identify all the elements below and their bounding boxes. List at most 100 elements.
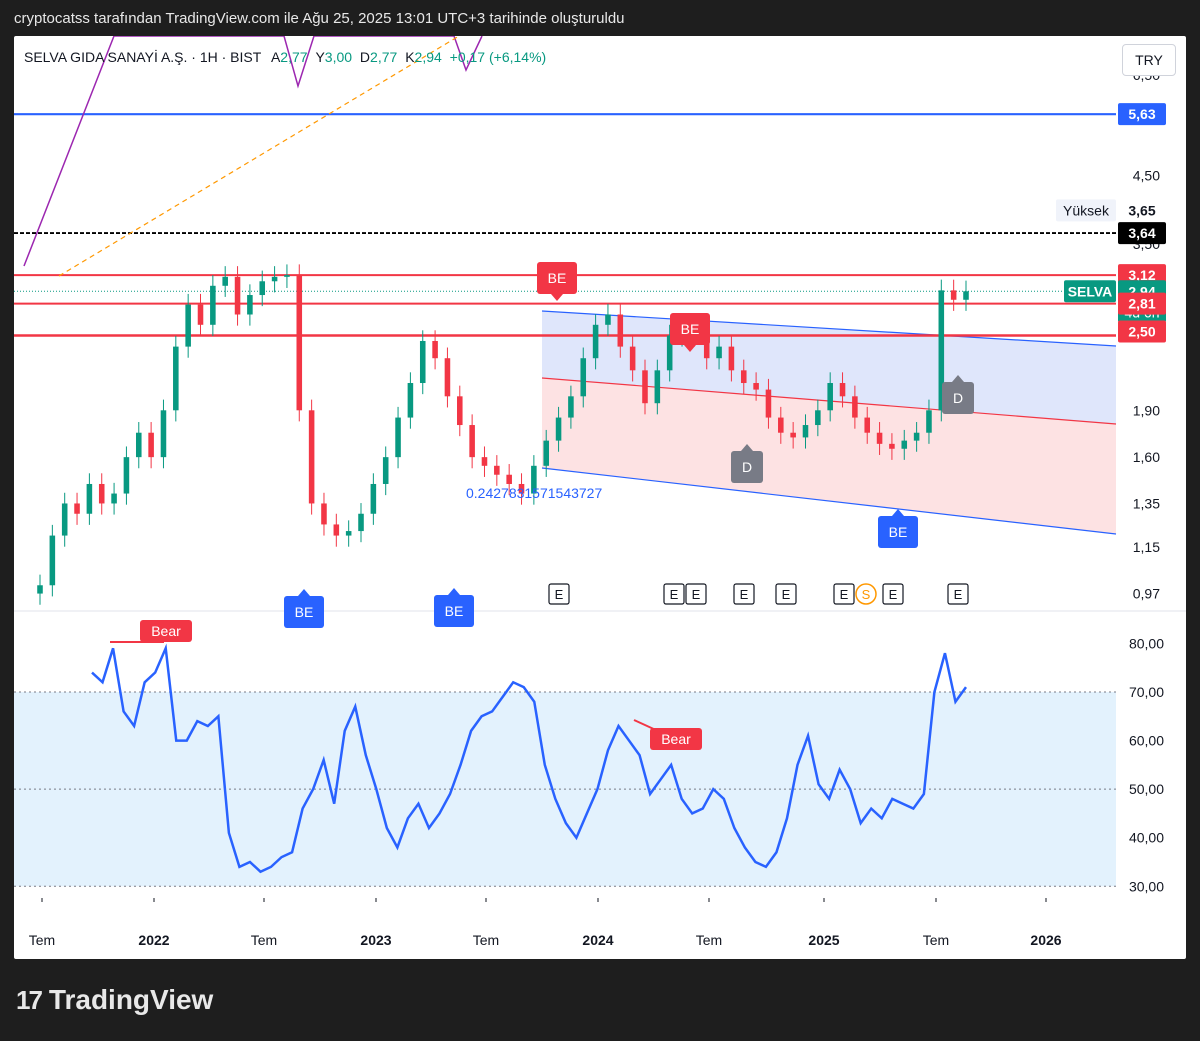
- signal-label-text: BE: [548, 270, 567, 286]
- trend-dashed-line: [58, 36, 460, 277]
- candle-body: [247, 295, 253, 315]
- candle-body: [49, 535, 56, 586]
- signal-label-text: BE: [889, 524, 908, 540]
- candle-body: [395, 417, 401, 458]
- price-axis-tick: 0,97: [1133, 586, 1160, 602]
- price-axis-tick: 1,15: [1133, 539, 1160, 555]
- signal-label-bg: [284, 596, 324, 628]
- signal-label-bg: [942, 382, 974, 414]
- price-label-prefix-bg: [1056, 199, 1116, 222]
- rsi-axis-tick: 40,00: [1129, 830, 1164, 846]
- channel-ratio-label: 0.2427831571543727: [466, 485, 602, 501]
- price-axis-tick: 1,60: [1133, 449, 1160, 465]
- event-marker-bg: [663, 583, 685, 605]
- candle-body: [123, 457, 130, 494]
- signal-label-bg: [670, 313, 710, 345]
- price-axis-tick: 1,35: [1133, 495, 1160, 511]
- candle-body: [308, 410, 315, 504]
- signal-label-text: D: [742, 459, 752, 475]
- event-marker-bg: [548, 583, 570, 605]
- candle-body: [481, 457, 488, 466]
- candle-body: [271, 276, 278, 282]
- candle-body: [222, 276, 228, 286]
- low-value: 2,77: [370, 49, 398, 65]
- candle-body: [864, 417, 871, 433]
- currency-button[interactable]: TRY: [1122, 44, 1176, 76]
- candle-body: [839, 383, 846, 397]
- event-marker-bg: [833, 583, 855, 605]
- candle-body: [728, 346, 735, 371]
- candle-body: [370, 483, 377, 514]
- candle-body: [740, 370, 747, 384]
- signal-label-text: BE: [445, 603, 464, 619]
- candle-body: [148, 432, 154, 458]
- event-marker-text: E: [840, 587, 849, 602]
- candle-body: [259, 281, 266, 296]
- candle-body: [790, 432, 796, 438]
- candle-body: [876, 432, 883, 444]
- rsi-axis-tick: 50,00: [1129, 781, 1164, 797]
- candle-body: [605, 314, 611, 325]
- event-marker-bg: [733, 583, 755, 605]
- price-label-text: 3,12: [1128, 267, 1155, 283]
- high-value: 3,00: [324, 49, 353, 65]
- candle-body: [642, 370, 648, 404]
- signal-label-pointer: [952, 375, 964, 382]
- candle-body: [419, 340, 426, 384]
- event-marker-text: E: [889, 587, 898, 602]
- chart-panel[interactable]: 6,504,503,501,901,601,351,150,975,633,65…: [14, 36, 1186, 959]
- price-axis-tick: 4,50: [1133, 167, 1160, 183]
- event-marker-text: E: [954, 587, 963, 602]
- candle-body: [852, 396, 858, 418]
- price-label-prefix-bg: [1064, 280, 1116, 303]
- candle-body: [913, 432, 920, 441]
- candle-body: [407, 383, 414, 418]
- signal-label-text: BE: [295, 604, 314, 620]
- close-label: K: [405, 49, 415, 65]
- high-label: Y: [315, 49, 325, 65]
- signal-label-pointer: [741, 444, 753, 451]
- candle-body: [345, 531, 352, 536]
- event-marker-text: E: [670, 587, 679, 602]
- candle-body: [432, 340, 438, 359]
- event-marker-bg: [685, 583, 707, 605]
- candle-body: [778, 417, 784, 433]
- candle-body: [185, 304, 191, 347]
- tradingview-logo-icon: 17: [16, 984, 43, 1015]
- price-label-text: 5,63: [1128, 106, 1155, 122]
- event-marker-bg: [947, 583, 969, 605]
- event-marker-text: E: [555, 587, 564, 602]
- candle-body: [135, 432, 142, 458]
- event-marker-text: E: [740, 587, 749, 602]
- candle-body: [889, 443, 895, 449]
- divergence-label-bg: [650, 728, 702, 750]
- signal-label-bg: [878, 516, 918, 548]
- candle-body: [716, 346, 722, 359]
- event-marker-bg: [882, 583, 904, 605]
- candle-body: [815, 410, 821, 426]
- candle-body: [173, 346, 179, 411]
- change-value: +0,17 (+6,14%): [449, 49, 547, 65]
- candle-body: [506, 474, 512, 484]
- symbol-label: SELVA GIDA SANAYİ A.Ş. · 1H · BIST: [24, 49, 262, 65]
- open-value: 2,77: [280, 49, 308, 65]
- divergence-label-text: Bear: [661, 731, 691, 747]
- candle-body: [86, 483, 93, 514]
- price-label-bg: [1118, 103, 1166, 126]
- candle-body: [543, 440, 549, 466]
- candle-body: [210, 285, 216, 325]
- signal-label-bg: [537, 262, 577, 294]
- candle-body: [518, 483, 525, 494]
- ohlc-legend: SELVA GIDA SANAYİ A.Ş. · 1H · BIST A2,77…: [24, 49, 546, 65]
- price-label-prefix: Yüksek: [1063, 202, 1110, 218]
- candle-body: [827, 383, 833, 411]
- divergence-label-text: Bear: [151, 623, 181, 639]
- time-axis-tick: 2023: [360, 932, 391, 948]
- candle-body: [469, 425, 475, 458]
- signal-label-pointer: [551, 294, 563, 301]
- chart-svg[interactable]: 6,504,503,501,901,601,351,150,975,633,65…: [14, 36, 1186, 959]
- price-label-text: 3,65: [1128, 202, 1155, 218]
- event-marker-text: E: [692, 587, 701, 602]
- signal-label-pointer: [448, 588, 460, 595]
- candle-body: [74, 503, 80, 514]
